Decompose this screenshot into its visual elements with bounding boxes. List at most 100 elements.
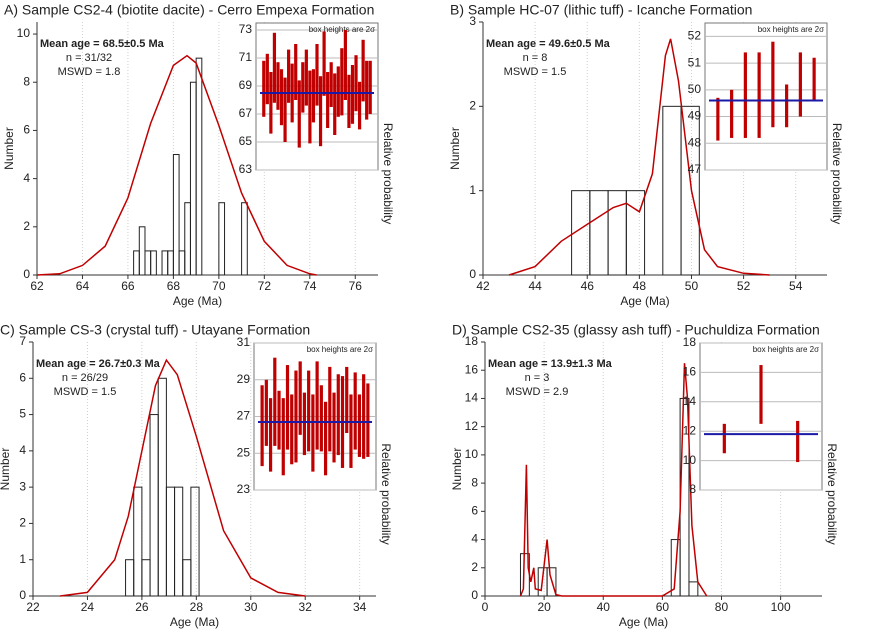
y-tick-label: 2	[469, 99, 476, 113]
error-box	[279, 69, 284, 126]
error-box	[333, 73, 337, 135]
error-box	[730, 89, 734, 138]
error-box	[264, 379, 268, 446]
inset-y-tick-label: 69	[239, 78, 253, 92]
error-box	[297, 80, 301, 148]
error-box	[345, 366, 349, 434]
inset-y-tick-label: 67	[239, 106, 253, 120]
y-tick-label: 4	[471, 532, 478, 546]
inset-y-tick-label: 31	[237, 335, 251, 349]
n-count: n = 8	[523, 52, 548, 64]
error-box	[796, 420, 800, 463]
error-box	[354, 55, 358, 112]
inset-y-tick-label: 29	[237, 372, 251, 386]
mswd: MSWD = 1.8	[58, 66, 121, 78]
inset-y-tick-label: 51	[688, 55, 702, 69]
histogram-bar	[546, 567, 557, 597]
x-tick-label: 26	[135, 600, 149, 614]
error-box	[771, 41, 775, 128]
histogram-bar	[149, 414, 159, 597]
inset-y-tick-label: 8	[689, 482, 696, 496]
y-axis-label: Number	[2, 127, 16, 170]
error-box	[294, 44, 298, 100]
error-box	[277, 390, 281, 450]
n-count: n = 3	[525, 372, 550, 384]
error-box	[347, 74, 351, 128]
x-tick-label: 20	[537, 600, 551, 614]
x-tick-label: 80	[715, 600, 729, 614]
y-tick-label: 6	[471, 504, 478, 518]
y-axis-label: Number	[0, 448, 12, 491]
inset-y-tick-label: 18	[683, 335, 697, 349]
x-tick-label: 48	[633, 279, 647, 293]
x-tick-label: 52	[737, 279, 751, 293]
error-box	[716, 97, 720, 141]
mean-age: Mean age = 26.7±0.3 Ma	[36, 358, 161, 370]
histogram-bar	[189, 81, 197, 276]
inset-y-tick-label: 63	[239, 162, 253, 176]
histogram-bar	[150, 250, 157, 276]
y-tick-label: 4	[19, 443, 26, 457]
inset-y-tick-label: 48	[688, 135, 702, 149]
y-tick-label: 7	[19, 334, 26, 348]
mean-age: Mean age = 68.5±0.5 Ma	[40, 38, 165, 50]
y-tick-label: 16	[465, 362, 479, 376]
panel-title: B) Sample HC-07 (lithic tuff) - Icanche …	[450, 2, 752, 18]
inset-y-tick-label: 50	[688, 82, 702, 96]
histogram-bar	[167, 250, 174, 276]
y-tick-label: 1	[19, 552, 26, 566]
error-box	[311, 69, 316, 123]
histogram-bar	[138, 226, 146, 276]
error-box	[336, 374, 340, 456]
histogram-bar	[184, 202, 191, 276]
error-box	[290, 394, 294, 465]
y-tick-label: 0	[469, 267, 476, 281]
x-axis-label: Age (Ma)	[620, 294, 669, 308]
x-tick-label: 72	[258, 279, 272, 293]
x-tick-label: 0	[482, 600, 489, 614]
y2-axis-label: Relative probability	[825, 443, 839, 544]
error-box	[722, 423, 726, 454]
error-box	[315, 361, 319, 450]
probability-curve	[508, 38, 770, 276]
error-box	[272, 32, 277, 103]
error-box	[307, 370, 311, 452]
x-axis-label: Age (Ma)	[170, 615, 219, 629]
x-tick-label: 44	[528, 279, 542, 293]
y-tick-label: 0	[471, 588, 478, 602]
x-tick-label: 28	[190, 600, 204, 614]
error-box	[322, 31, 326, 96]
probability-curve	[519, 363, 708, 597]
x-axis-label: Age (Ma)	[619, 615, 668, 629]
error-box	[302, 392, 307, 456]
panel-title: C) Sample CS-3 (crystal tuff) - Utayane …	[0, 322, 310, 338]
inset-y-tick-label: 52	[688, 29, 702, 43]
error-box	[798, 52, 802, 117]
x-tick-label: 68	[167, 279, 181, 293]
inset-y-tick-label: 71	[239, 50, 253, 64]
y-tick-label: 4	[23, 171, 30, 185]
x-tick-label: 60	[656, 600, 670, 614]
y-axis-label: Number	[450, 448, 464, 491]
histogram-bar	[133, 486, 143, 597]
histogram-bar	[218, 202, 226, 276]
y-tick-label: 12	[465, 419, 479, 433]
y-axis-label: Number	[448, 127, 462, 170]
x-tick-label: 54	[789, 279, 803, 293]
histogram-bar	[141, 559, 151, 597]
error-box	[262, 60, 266, 117]
y-tick-label: 8	[471, 475, 478, 489]
x-tick-label: 70	[212, 279, 226, 293]
inset-note: box heights are 2σ	[307, 345, 373, 354]
y-tick-label: 1	[469, 183, 476, 197]
x-tick-label: 64	[76, 279, 90, 293]
error-box	[318, 76, 323, 147]
x-tick-label: 42	[476, 279, 490, 293]
x-tick-label: 76	[349, 279, 363, 293]
error-box	[349, 394, 353, 468]
error-box	[276, 62, 280, 110]
y-tick-label: 2	[19, 516, 26, 530]
x-tick-label: 34	[353, 600, 367, 614]
histogram-bar	[172, 154, 180, 276]
